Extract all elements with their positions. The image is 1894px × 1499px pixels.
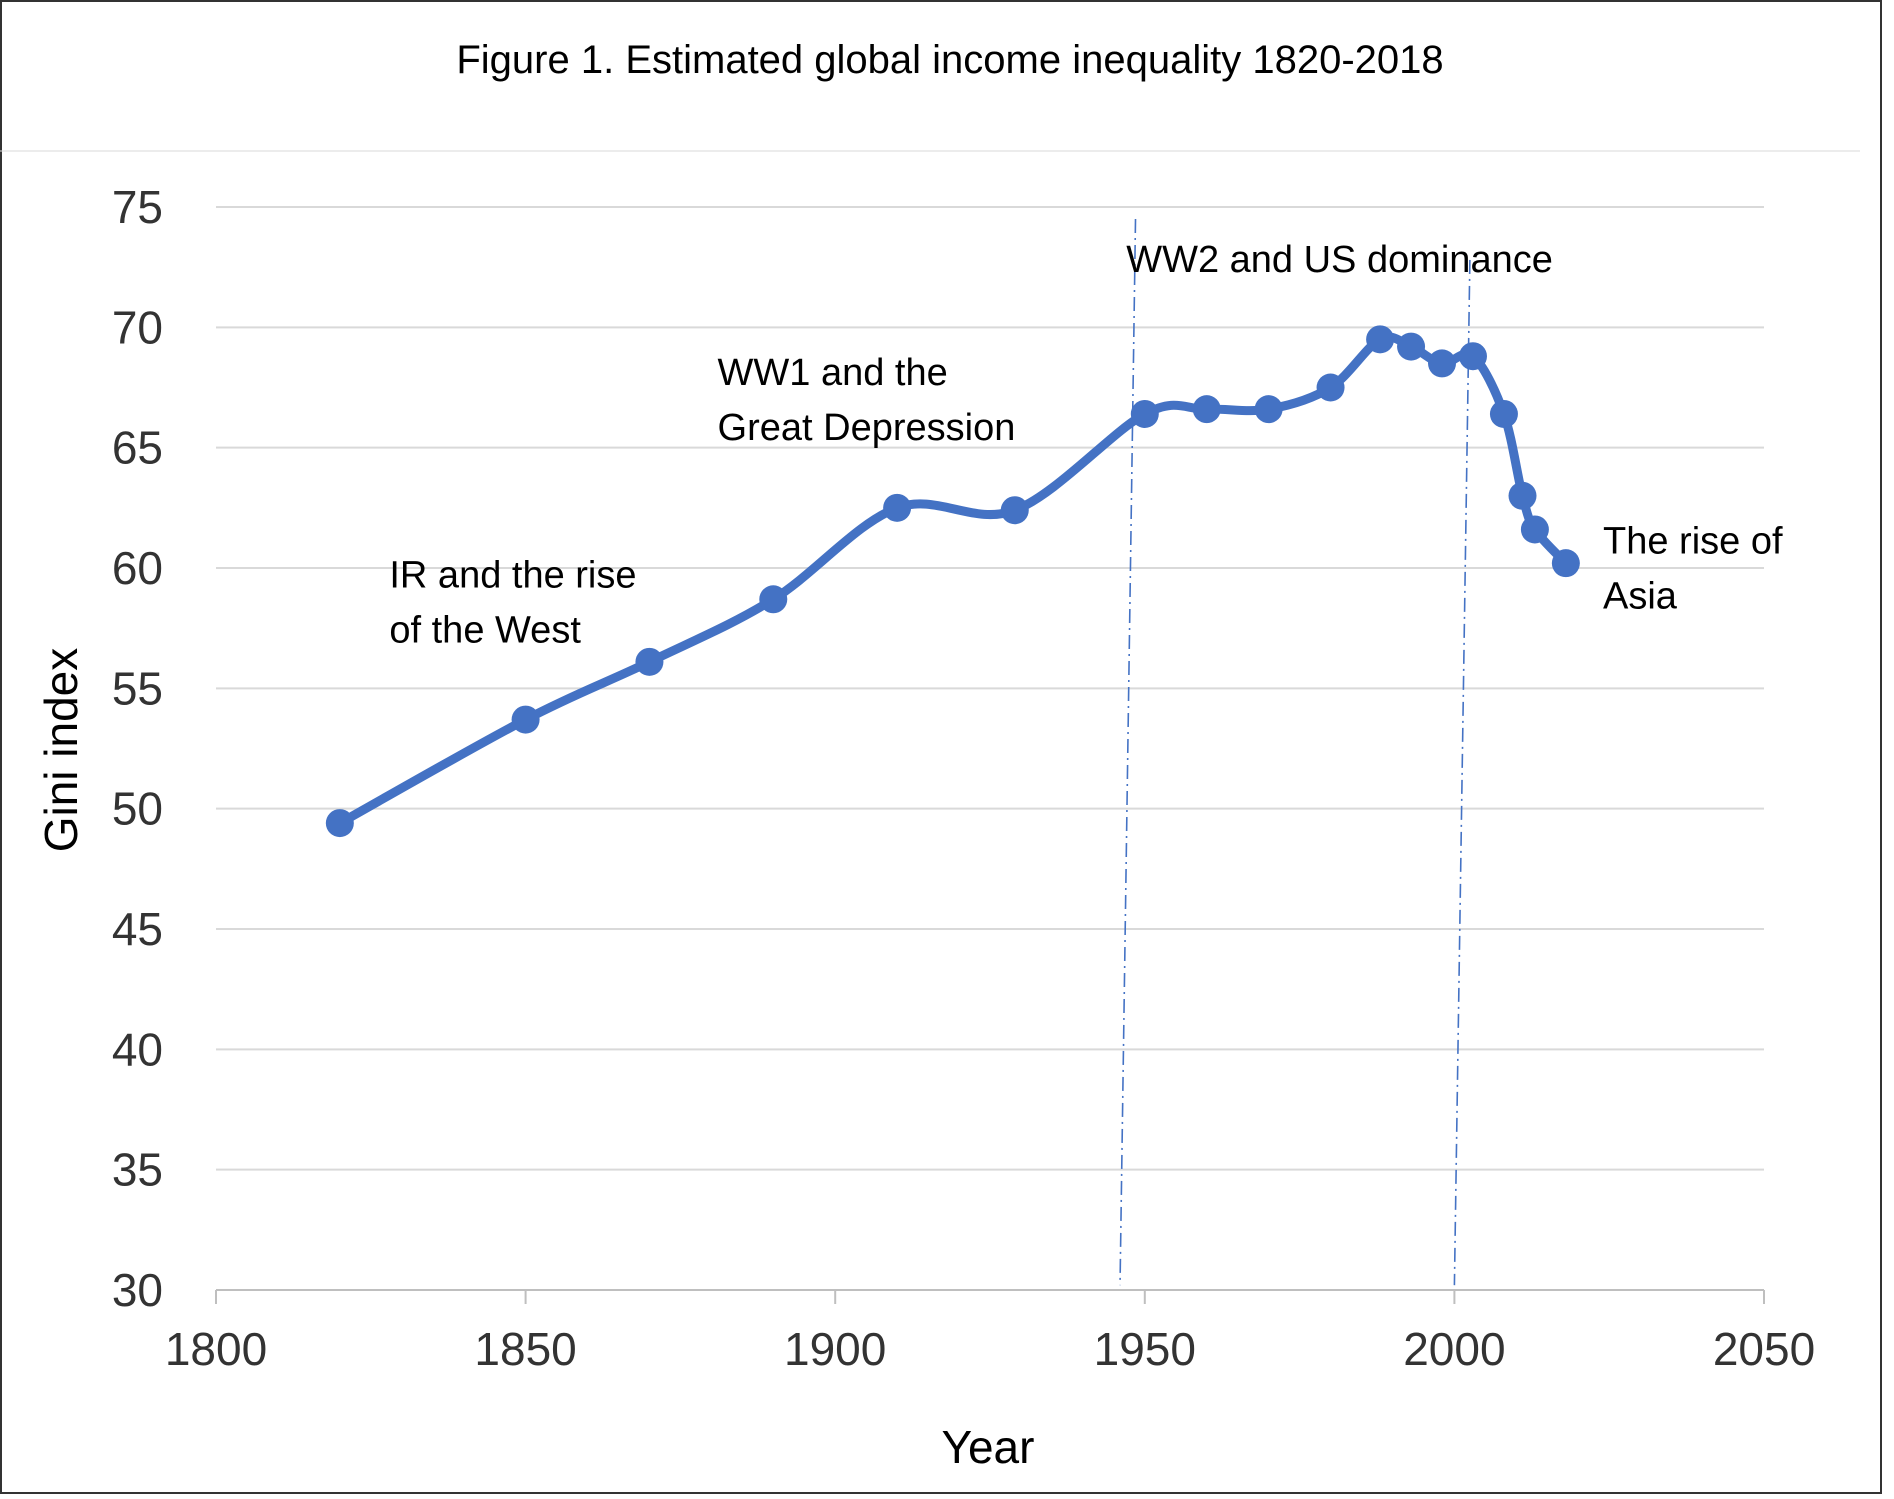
annotation-label: IR and the rise of the West bbox=[389, 554, 636, 651]
x-tick-label: 1950 bbox=[1094, 1323, 1196, 1375]
x-tick-label: 1800 bbox=[165, 1323, 267, 1375]
annotation-line: Great Depression bbox=[718, 407, 1016, 449]
data-point bbox=[1192, 395, 1221, 424]
data-point bbox=[1489, 399, 1518, 428]
annotation-line: Asia bbox=[1603, 576, 1678, 618]
y-tick-labels: 30 35 40 45 50 55 60 65 70 75 bbox=[112, 181, 163, 1316]
x-tick-label: 1900 bbox=[784, 1323, 886, 1375]
data-point bbox=[1458, 342, 1487, 371]
reference-lines bbox=[1119, 219, 1471, 1286]
y-tick-label: 30 bbox=[112, 1264, 163, 1316]
data-point bbox=[1397, 332, 1426, 361]
gridlines bbox=[216, 206, 1764, 1171]
annotation-line: of the West bbox=[389, 609, 581, 651]
data-point bbox=[759, 585, 788, 614]
annotation-line: WW2 and US dominance bbox=[1126, 239, 1553, 281]
x-tick-label: 2050 bbox=[1713, 1323, 1815, 1375]
annotation-label: WW2 and US dominance bbox=[1126, 239, 1553, 281]
x-tick-label: 1850 bbox=[474, 1323, 576, 1375]
series-group bbox=[325, 325, 1580, 838]
x-axis-title: Year bbox=[942, 1421, 1035, 1473]
y-tick-label: 60 bbox=[112, 542, 163, 594]
y-tick-label: 55 bbox=[112, 662, 163, 714]
y-tick-label: 65 bbox=[112, 422, 163, 474]
data-point bbox=[1520, 515, 1549, 544]
axes bbox=[215, 1289, 1765, 1304]
annotation-line: IR and the rise bbox=[389, 554, 636, 596]
reference-line bbox=[1119, 219, 1137, 1286]
x-tick-label: 2000 bbox=[1403, 1323, 1505, 1375]
data-point bbox=[883, 493, 912, 522]
y-tick-label: 50 bbox=[112, 783, 163, 835]
data-point bbox=[1254, 395, 1283, 424]
data-point bbox=[1508, 481, 1537, 510]
y-tick-label: 75 bbox=[112, 181, 163, 233]
data-point bbox=[1366, 325, 1395, 354]
y-axis-title: Gini index bbox=[35, 648, 87, 853]
annotations: IR and the rise of the West WW1 and the Gre… bbox=[389, 239, 1783, 651]
y-tick-label: 35 bbox=[112, 1144, 163, 1196]
annotation-label: WW1 and the Great Depression bbox=[718, 352, 1016, 449]
data-point bbox=[1551, 549, 1580, 578]
annotation-line: The rise of bbox=[1603, 521, 1783, 563]
y-tick-label: 45 bbox=[112, 903, 163, 955]
data-point bbox=[511, 705, 540, 734]
data-point bbox=[1428, 349, 1457, 378]
y-tick-label: 70 bbox=[112, 301, 163, 353]
annotation-label: The rise of Asia bbox=[1603, 521, 1783, 618]
data-point bbox=[325, 809, 354, 838]
data-point bbox=[1000, 496, 1029, 525]
data-point bbox=[1316, 373, 1345, 402]
data-point bbox=[1130, 399, 1159, 428]
x-tick-labels: 1800 1850 1900 1950 2000 2050 bbox=[165, 1323, 1815, 1375]
data-point bbox=[635, 647, 664, 676]
y-tick-label: 40 bbox=[112, 1023, 163, 1075]
annotation-line: WW1 and the bbox=[718, 352, 948, 394]
chart-title: Figure 1. Estimated global income inequa… bbox=[456, 38, 1443, 82]
